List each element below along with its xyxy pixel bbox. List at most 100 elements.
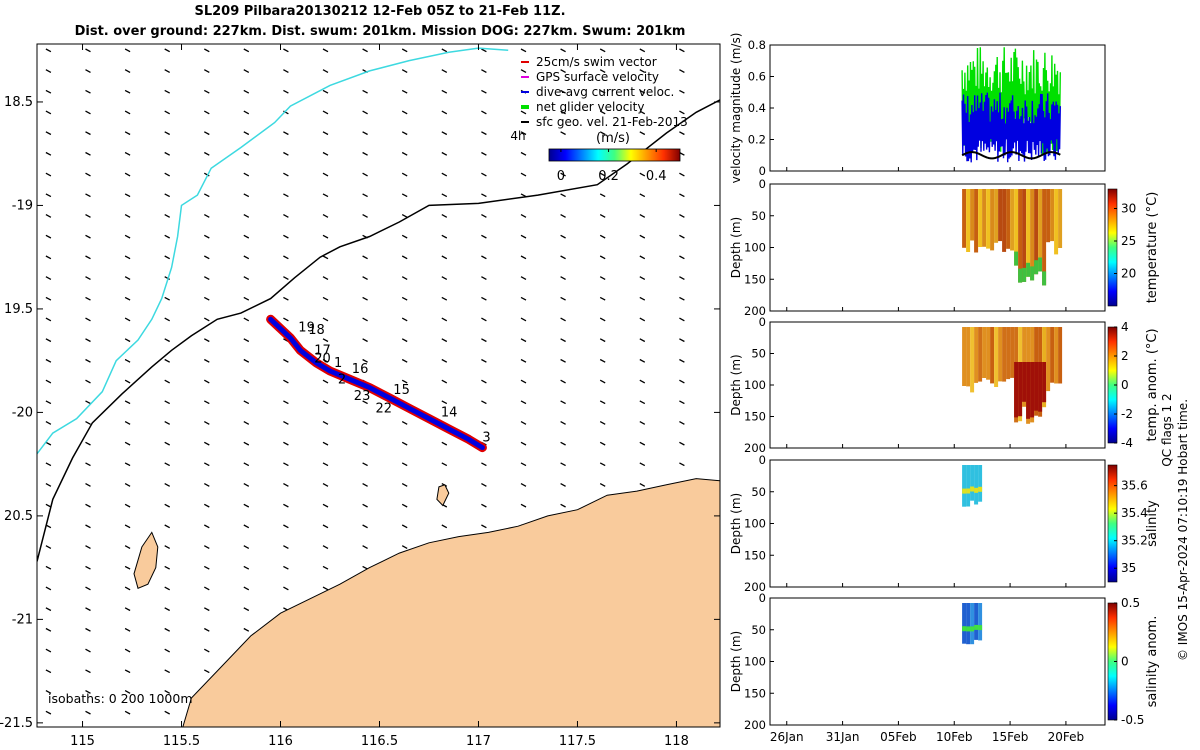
- vector-arrow: [124, 462, 131, 467]
- vector-arrow: [45, 400, 52, 405]
- vector-arrow: [401, 503, 408, 508]
- vector-arrow: [124, 710, 131, 715]
- vector-arrow: [322, 545, 329, 549]
- y-tick-label: -20: [12, 405, 33, 420]
- vector-arrow: [243, 379, 250, 384]
- vector-arrow: [243, 131, 250, 136]
- vector-arrow: [481, 358, 487, 363]
- vector-arrow: [441, 524, 448, 529]
- vector-arrow: [560, 338, 566, 343]
- vector-arrow: [441, 214, 448, 218]
- legend-label: dive-avg current veloc.: [536, 85, 674, 99]
- heatmap-cell: [970, 465, 975, 501]
- heatmap-cell: [1026, 362, 1031, 419]
- vector-arrow: [85, 462, 91, 467]
- vector-arrow: [520, 234, 527, 239]
- vector-arrow: [45, 379, 52, 384]
- vector-arrow: [85, 441, 91, 446]
- heatmap-cell: [1022, 189, 1027, 282]
- heatmap-cell: [1034, 189, 1039, 275]
- time-tick-label: 26Jan: [770, 730, 804, 744]
- vector-arrow: [520, 48, 527, 53]
- vector-arrow: [322, 483, 329, 487]
- vector-arrow: [283, 379, 289, 384]
- vector-arrow: [362, 503, 368, 508]
- colorbar-ticks: 0 0.2 0.4: [557, 149, 667, 184]
- vector-arrow: [45, 338, 52, 343]
- x-tick-label: 118: [664, 734, 689, 749]
- vector-arrow: [85, 172, 91, 177]
- vector-arrow: [639, 110, 646, 115]
- y-tick-label: 50: [751, 209, 766, 223]
- vector-arrow: [203, 48, 210, 53]
- vector-arrow: [243, 89, 250, 94]
- panel-y-label: Depth (m): [729, 354, 743, 415]
- y-tick-label: 0: [759, 315, 766, 329]
- vector-arrow: [243, 400, 250, 405]
- vector-arrow: [401, 234, 408, 239]
- vector-arrow: [85, 276, 91, 280]
- vector-arrow: [283, 89, 289, 94]
- vector-arrow: [203, 648, 210, 653]
- vector-arrow: [85, 669, 91, 674]
- y-tick-label: -19: [12, 198, 33, 213]
- y-tick-label: 150: [744, 686, 766, 700]
- vector-arrow: [45, 586, 52, 591]
- vector-arrow: [362, 276, 368, 280]
- panel-y-label: Depth (m): [729, 217, 743, 278]
- vector-arrow: [322, 69, 329, 73]
- vector-arrow: [283, 483, 289, 487]
- vector-arrow: [481, 276, 487, 280]
- vector-arrow: [243, 110, 250, 115]
- vector-arrow: [283, 400, 289, 405]
- vector-arrow: [164, 462, 171, 467]
- vector-arrow: [164, 317, 171, 322]
- vector-arrow: [401, 193, 408, 198]
- colorbar-tick-label: 0.2: [598, 169, 619, 184]
- vector-arrow: [401, 317, 408, 322]
- heatmap-cell: [970, 486, 975, 492]
- vector-arrow: [599, 234, 606, 239]
- heatmap-cell: [966, 189, 971, 252]
- vector-arrow: [639, 131, 646, 136]
- vector-arrow: [124, 151, 131, 156]
- vector-arrow: [85, 648, 91, 653]
- vector-arrow: [85, 421, 91, 425]
- vector-arrow: [283, 193, 289, 198]
- vector-arrow: [85, 379, 91, 384]
- panel-colorbar: [1107, 188, 1118, 307]
- vector-arrow: [560, 110, 566, 115]
- heatmap-cell: [966, 465, 971, 507]
- vector-arrow: [679, 172, 685, 177]
- vector-arrow: [560, 172, 566, 177]
- vector-arrow: [362, 172, 368, 177]
- vector-arrow: [362, 193, 368, 198]
- vector-arrow: [243, 586, 250, 591]
- y-tick-label: 100: [744, 241, 766, 255]
- vector-arrow: [124, 317, 131, 322]
- vector-arrow: [85, 503, 91, 508]
- vector-arrow: [322, 379, 329, 384]
- y-tick-label: 200: [744, 304, 766, 318]
- track-day-label: 20: [314, 352, 331, 367]
- vector-arrow: [124, 255, 131, 260]
- vector-arrow: [481, 503, 487, 508]
- vector-arrow: [164, 358, 171, 363]
- land-polygon: [182, 478, 720, 727]
- vector-arrow: [45, 710, 52, 715]
- vector-arrow: [322, 234, 329, 239]
- vector-arrow: [45, 69, 52, 73]
- vector-arrow: [45, 648, 52, 653]
- colorbar-units-label: (m/s): [596, 131, 630, 146]
- heatmap-cell: [1030, 189, 1035, 281]
- vector-arrow: [679, 296, 685, 301]
- vector-arrow: [362, 524, 368, 529]
- vector-arrow: [679, 214, 685, 218]
- geostrophic-vector-field: [45, 48, 685, 715]
- vector-arrow: [322, 193, 329, 198]
- colorbar-tick-label: -4: [1121, 436, 1133, 450]
- legend-label: net glider velocity: [536, 100, 644, 114]
- vector-arrow: [441, 317, 448, 322]
- heatmap-cell: [1022, 362, 1027, 402]
- vector-arrow: [481, 110, 487, 115]
